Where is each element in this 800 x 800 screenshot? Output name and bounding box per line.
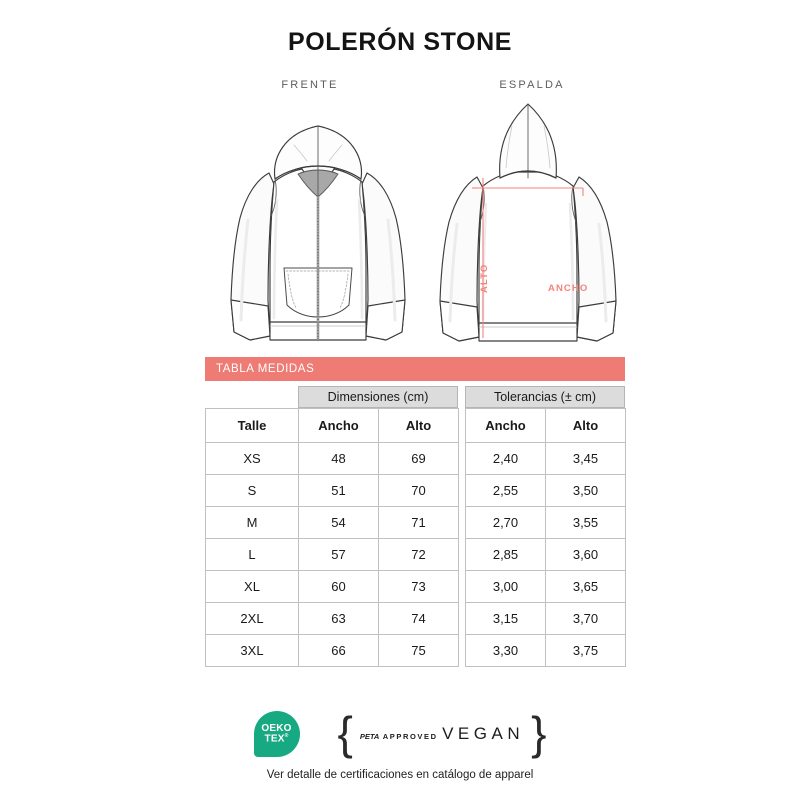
cell-dim-ancho: 63 [298, 602, 379, 635]
peta-approved-line: PETA APPROVED [360, 732, 438, 741]
dimensiones-table: Talle Ancho Alto XS 48 69 S 51 70 [205, 408, 459, 667]
view-label-front: FRENTE [281, 79, 339, 91]
tolerancias-table: Ancho Alto 2,40 3,45 2,55 3,50 2,70 [465, 408, 626, 667]
cell-talle: XL [205, 570, 299, 603]
table-row: 2,70 3,55 [465, 506, 626, 539]
table-block-tolerancias: Ancho Alto 2,40 3,45 2,55 3,50 2,70 [465, 408, 626, 667]
cell-talle: XS [205, 442, 299, 475]
peta-mark: PETA [359, 732, 380, 741]
cell-tol-alto: 3,65 [545, 570, 626, 603]
cell-tol-alto: 3,70 [545, 602, 626, 635]
table-header-row: Ancho Alto [465, 408, 626, 443]
oeko-tex-line1: OEKO [261, 722, 292, 734]
certification-footnote: Ver detalle de certificaciones en catálo… [266, 769, 534, 781]
oeko-tex-superscript: ® [284, 732, 289, 739]
page-title: POLERÓN STONE [287, 28, 513, 56]
table-row: 2,85 3,60 [465, 538, 626, 571]
cell-dim-alto: 71 [378, 506, 459, 539]
table-block-dimensiones: Talle Ancho Alto XS 48 69 S 51 70 [205, 408, 459, 667]
measurement-guides [472, 178, 584, 338]
cell-tol-alto: 3,55 [545, 506, 626, 539]
table-header-row: Talle Ancho Alto [205, 408, 459, 443]
cell-talle: M [205, 506, 299, 539]
cell-talle: 2XL [205, 602, 299, 635]
cell-talle: L [205, 538, 299, 571]
cell-tol-ancho: 3,00 [465, 570, 546, 603]
table-row: S 51 70 [205, 474, 459, 507]
measurements-table: Dimensiones (cm) Tolerancias (± cm) Tall… [205, 386, 626, 667]
table-row: L 57 72 [205, 538, 459, 571]
table-row: 2,55 3,50 [465, 474, 626, 507]
table-grid: Talle Ancho Alto XS 48 69 S 51 70 [205, 408, 626, 667]
column-header-tol-alto: Alto [545, 408, 626, 443]
vegan-logo-text: PETA APPROVED VEGAN [360, 724, 524, 744]
certification-logos: OEKO TEX® { PETA APPROVED VEGAN } [0, 706, 800, 762]
table-row: 3,00 3,65 [465, 570, 626, 603]
vegan-word: VEGAN [442, 724, 525, 743]
table-row: 3,30 3,75 [465, 634, 626, 667]
cell-tol-alto: 3,50 [545, 474, 626, 507]
hoodie-back-illustration [439, 103, 617, 342]
oeko-tex-icon: OEKO TEX® [253, 711, 300, 757]
table-row: XS 48 69 [205, 442, 459, 475]
column-header-dim-ancho: Ancho [298, 408, 379, 443]
brace-left-icon: { [337, 707, 353, 760]
cell-dim-alto: 72 [378, 538, 459, 571]
oeko-tex-line2: TEX® [264, 732, 289, 745]
column-header-dim-alto: Alto [378, 408, 459, 443]
cell-dim-ancho: 54 [298, 506, 379, 539]
table-block-gap [458, 386, 465, 408]
cell-tol-ancho: 2,55 [465, 474, 546, 507]
cell-dim-alto: 74 [378, 602, 459, 635]
group-header-tolerancias: Tolerancias (± cm) [465, 386, 625, 408]
table-gap-column [458, 408, 465, 667]
cell-tol-alto: 3,75 [545, 634, 626, 667]
view-label-back: ESPALDA [499, 79, 565, 91]
cell-tol-alto: 3,60 [545, 538, 626, 571]
oeko-tex-line2-text: TEX [264, 733, 285, 745]
cell-dim-ancho: 66 [298, 634, 379, 667]
tabla-medidas-banner: TABLA MEDIDAS [205, 357, 625, 381]
table-row: 3XL 66 75 [205, 634, 459, 667]
hoodie-front-illustration [230, 125, 406, 342]
table-row: 2XL 63 74 [205, 602, 459, 635]
cell-dim-alto: 73 [378, 570, 459, 603]
cell-dim-alto: 69 [378, 442, 459, 475]
peta-vegan-icon: { PETA APPROVED VEGAN } [337, 707, 547, 760]
cell-dim-ancho: 48 [298, 442, 379, 475]
column-header-talle: Talle [205, 408, 299, 443]
brace-right-icon: } [531, 707, 547, 760]
table-group-header-row: Dimensiones (cm) Tolerancias (± cm) [205, 386, 625, 408]
cell-dim-ancho: 57 [298, 538, 379, 571]
cell-dim-alto: 70 [378, 474, 459, 507]
cell-dim-ancho: 51 [298, 474, 379, 507]
cell-dim-ancho: 60 [298, 570, 379, 603]
table-row: M 54 71 [205, 506, 459, 539]
cell-tol-ancho: 2,85 [465, 538, 546, 571]
ancho-measurement-label: ANCHO [548, 283, 589, 294]
cell-tol-ancho: 2,40 [465, 442, 546, 475]
table-row: 3,15 3,70 [465, 602, 626, 635]
group-header-dimensiones: Dimensiones (cm) [298, 386, 458, 408]
cell-tol-ancho: 3,30 [465, 634, 546, 667]
table-row: XL 60 73 [205, 570, 459, 603]
cell-tol-ancho: 3,15 [465, 602, 546, 635]
cell-talle: S [205, 474, 299, 507]
approved-text: APPROVED [382, 732, 438, 741]
garment-illustrations: ANCHO ALTO [0, 100, 800, 350]
cell-dim-alto: 75 [378, 634, 459, 667]
cell-tol-alto: 3,45 [545, 442, 626, 475]
group-header-spacer [205, 386, 298, 408]
cell-tol-ancho: 2,70 [465, 506, 546, 539]
cell-talle: 3XL [205, 634, 299, 667]
table-row: 2,40 3,45 [465, 442, 626, 475]
alto-measurement-label: ALTO [479, 263, 490, 293]
column-header-tol-ancho: Ancho [465, 408, 546, 443]
